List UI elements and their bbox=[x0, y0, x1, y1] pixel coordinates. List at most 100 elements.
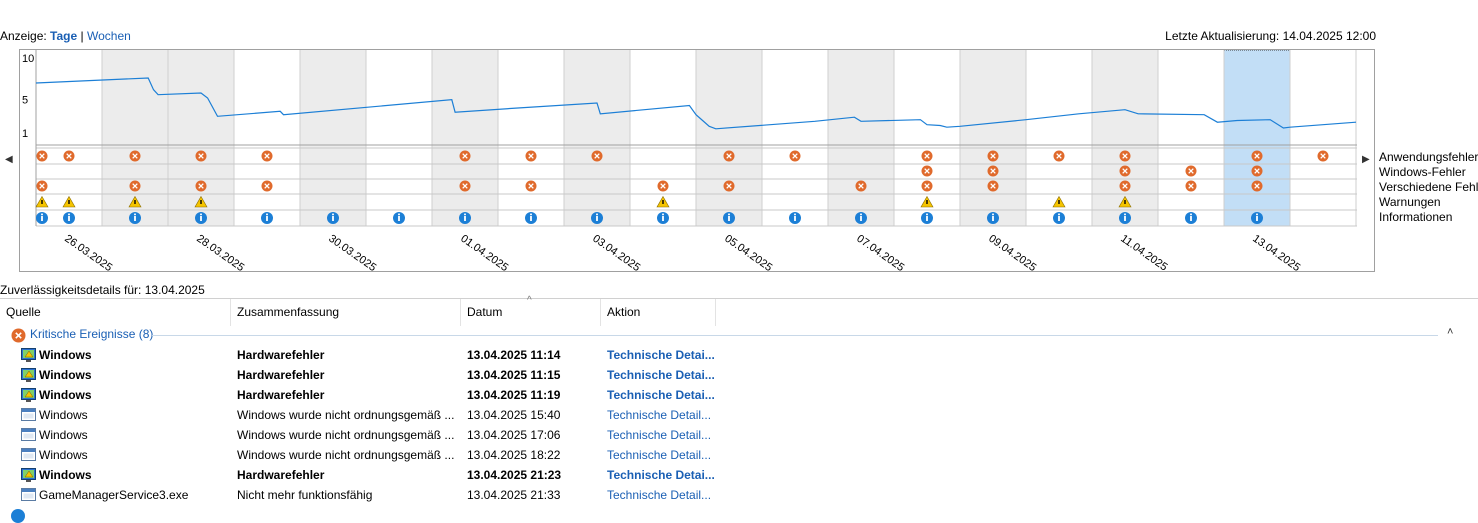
reliability-chart[interactable]: 10 5 1 26.03.2025 28.03.2025 30.03.2025 01.04.… bbox=[19, 49, 1375, 274]
x-tick-label: 13.04.2025 bbox=[1250, 233, 1302, 271]
error-event-cross bbox=[990, 183, 996, 189]
column-header-date[interactable]: Datum bbox=[461, 299, 601, 326]
collapse-chevron-icon[interactable]: ˄ bbox=[1447, 326, 1454, 338]
view-weeks-link[interactable]: Wochen bbox=[86, 29, 131, 43]
table-row[interactable]: GameManagerService3.exe Nicht mehr funkt… bbox=[0, 485, 1478, 505]
warning-event-mark bbox=[1058, 200, 1060, 204]
info-event-mark bbox=[464, 216, 466, 221]
technical-details-link[interactable]: Technische Detai... bbox=[607, 468, 715, 482]
error-event-cross bbox=[462, 183, 468, 189]
technical-details-link[interactable]: Technische Detail... bbox=[607, 428, 712, 442]
info-event-mark bbox=[1124, 216, 1126, 221]
y-tick-label: 10 bbox=[22, 53, 34, 65]
info-event-mark bbox=[926, 216, 928, 221]
event-date: 13.04.2025 21:33 bbox=[467, 488, 561, 502]
event-source: GameManagerService3.exe bbox=[39, 488, 189, 502]
error-event-cross bbox=[1122, 153, 1128, 159]
shaded-column bbox=[432, 50, 498, 226]
scroll-left-arrow[interactable]: ◀ bbox=[5, 154, 13, 165]
warning-event-mark bbox=[662, 200, 664, 204]
technical-details-link[interactable]: Technische Detail... bbox=[607, 488, 712, 502]
info-event-dot bbox=[266, 213, 268, 216]
column-header-source[interactable]: Quelle bbox=[0, 299, 231, 326]
table-row[interactable]: Windows Hardwarefehler 13.04.2025 11:15 … bbox=[0, 365, 1478, 385]
window-icon bbox=[21, 488, 36, 502]
table-row[interactable]: Windows Windows wurde nicht ordnungsgemä… bbox=[0, 425, 1478, 445]
info-event-mark bbox=[992, 216, 994, 221]
error-event-cross bbox=[1122, 168, 1128, 174]
event-source: Windows bbox=[39, 388, 92, 402]
table-row[interactable]: Windows Windows wurde nicht ordnungsgemä… bbox=[0, 445, 1478, 465]
scroll-right-arrow[interactable]: ▶ bbox=[1362, 154, 1370, 165]
next-group-icon bbox=[11, 509, 25, 523]
table-row[interactable]: Windows Windows wurde nicht ordnungsgemä… bbox=[0, 405, 1478, 425]
warning-event-mark bbox=[200, 200, 202, 204]
info-event-mark bbox=[41, 216, 43, 221]
technical-details-link[interactable]: Technische Detail... bbox=[607, 408, 712, 422]
monitor-error-icon bbox=[21, 368, 36, 382]
view-selector: Anzeige: Tage | Wochen bbox=[0, 28, 131, 44]
warning-event-mark bbox=[926, 200, 928, 204]
info-event-mark bbox=[860, 216, 862, 221]
x-tick-label: 09.04.2025 bbox=[986, 233, 1038, 271]
group-divider bbox=[152, 335, 1438, 336]
info-event-mark bbox=[200, 216, 202, 221]
view-days-link[interactable]: Tage bbox=[50, 29, 78, 43]
info-event-mark bbox=[1190, 216, 1192, 221]
event-date: 13.04.2025 11:15 bbox=[467, 368, 561, 382]
selected-column bbox=[1223, 49, 1291, 227]
event-date: 13.04.2025 18:22 bbox=[467, 448, 561, 462]
table-row[interactable]: Windows Hardwarefehler 13.04.2025 11:19 … bbox=[0, 385, 1478, 405]
info-event-mark bbox=[266, 216, 268, 221]
error-event-cross bbox=[528, 183, 534, 189]
error-event-cross bbox=[792, 153, 798, 159]
error-event-cross bbox=[264, 183, 270, 189]
x-tick-label: 05.04.2025 bbox=[722, 233, 774, 271]
warning-event-mark bbox=[68, 200, 70, 204]
event-source: Windows bbox=[39, 408, 88, 422]
reliability-chart-svg: 10 5 1 26.03.2025 28.03.2025 30.03.2025 01.04.… bbox=[22, 49, 1357, 274]
event-summary: Hardwarefehler bbox=[237, 368, 325, 382]
error-event-cross bbox=[132, 153, 138, 159]
technical-details-link[interactable]: Technische Detai... bbox=[607, 348, 715, 362]
info-event-dot bbox=[794, 213, 796, 216]
info-event-mark bbox=[398, 216, 400, 221]
technical-details-link[interactable]: Technische Detai... bbox=[607, 388, 715, 402]
info-event-mark bbox=[1256, 216, 1258, 221]
y-tick-label: 5 bbox=[22, 95, 28, 107]
group-critical-events[interactable]: Kritische Ereignisse (8) ˄ bbox=[0, 325, 1478, 345]
column-header-summary[interactable]: Zusammenfassung bbox=[231, 299, 461, 326]
info-event-mark bbox=[728, 216, 730, 221]
info-event-mark bbox=[68, 216, 70, 221]
info-event-mark bbox=[662, 216, 664, 221]
error-event-cross bbox=[1122, 183, 1128, 189]
table-row[interactable]: Windows Hardwarefehler 13.04.2025 21:23 … bbox=[0, 465, 1478, 485]
details-table: Quelle Zusammenfassung Datum ^ Aktion Kr… bbox=[0, 295, 1478, 523]
event-date: 13.04.2025 17:06 bbox=[467, 428, 561, 442]
view-label: Anzeige: bbox=[0, 29, 47, 43]
table-row[interactable]: Windows Hardwarefehler 13.04.2025 11:14 … bbox=[0, 345, 1478, 365]
technical-details-link[interactable]: Technische Detai... bbox=[607, 368, 715, 382]
column-header-action[interactable]: Aktion bbox=[601, 299, 716, 326]
error-event-cross bbox=[660, 183, 666, 189]
error-event-cross bbox=[1254, 183, 1260, 189]
x-tick-label: 07.04.2025 bbox=[854, 233, 906, 271]
shaded-column bbox=[564, 50, 630, 226]
info-event-dot bbox=[860, 213, 862, 216]
error-event-cross bbox=[1254, 168, 1260, 174]
event-date: 13.04.2025 11:19 bbox=[467, 388, 561, 402]
error-event-cross bbox=[1056, 153, 1062, 159]
sort-ascending-icon: ^ bbox=[527, 295, 532, 306]
error-event-cross bbox=[924, 183, 930, 189]
event-source: Windows bbox=[39, 348, 92, 362]
info-event-mark bbox=[530, 216, 532, 221]
shaded-column bbox=[696, 50, 762, 226]
event-date: 13.04.2025 11:14 bbox=[467, 348, 561, 362]
event-summary: Windows wurde nicht ordnungsgemäß ... bbox=[237, 428, 455, 442]
technical-details-link[interactable]: Technische Detail... bbox=[607, 448, 712, 462]
critical-error-icon bbox=[11, 328, 26, 343]
info-event-dot bbox=[926, 213, 928, 216]
group-label: Kritische Ereignisse (8) bbox=[30, 327, 154, 341]
event-summary: Nicht mehr funktionsfähig bbox=[237, 488, 373, 502]
event-summary: Windows wurde nicht ordnungsgemäß ... bbox=[237, 448, 455, 462]
